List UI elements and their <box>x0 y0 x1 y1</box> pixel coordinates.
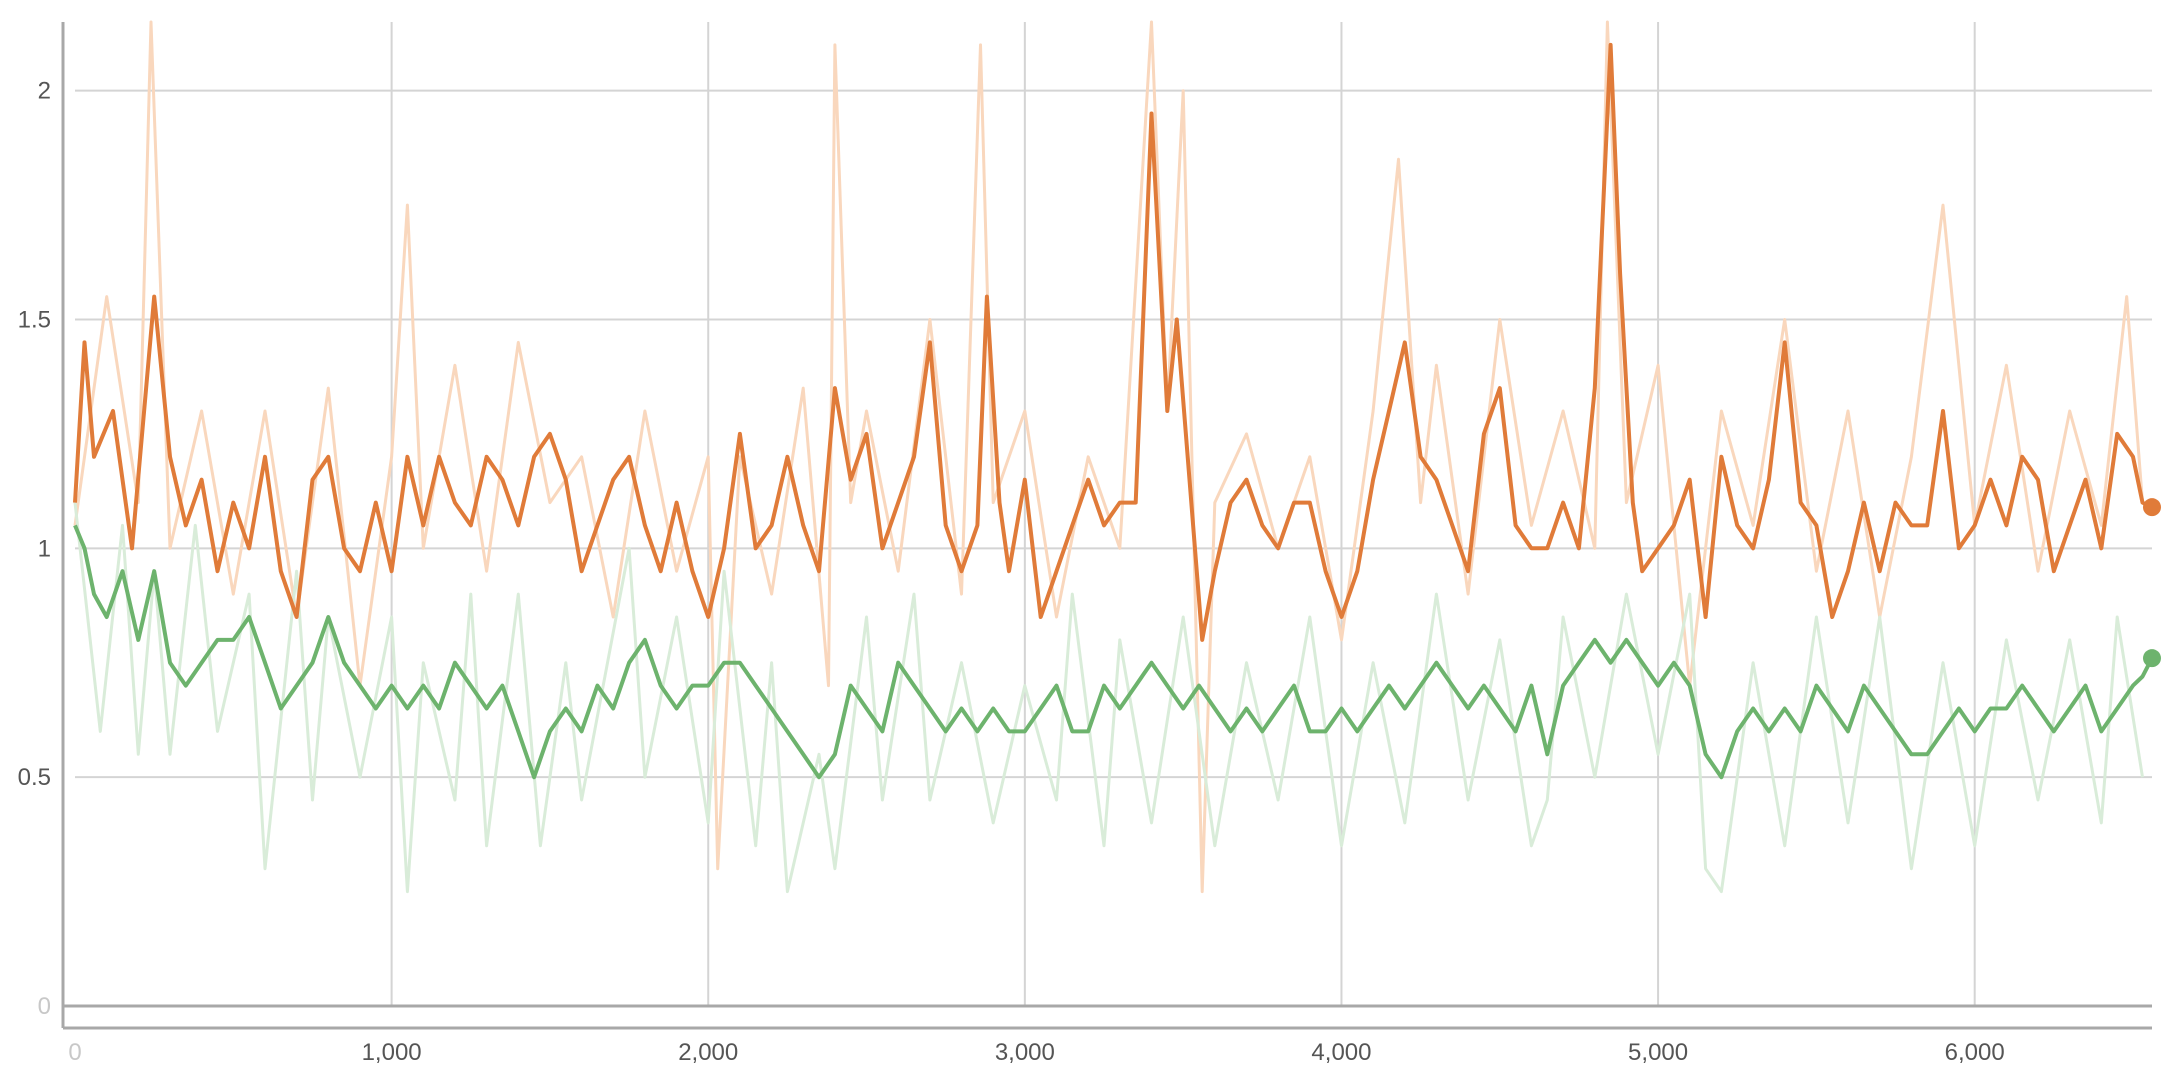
end-markers <box>2143 498 2161 668</box>
smoothed-series-line-2 <box>73 524 2154 780</box>
raw-series-line-2 <box>73 502 2144 894</box>
x-tick-label: 1,000 <box>362 1039 422 1066</box>
tick-labels: 0 0.5 1 1.5 2 0 1,000 2,000 3,000 4,000 5,000 6,000 <box>18 78 2005 1066</box>
x-tick-label: 4,000 <box>1311 1039 1371 1066</box>
x-tick-label: 2,000 <box>678 1039 738 1066</box>
y-tick-label: 0.5 <box>18 764 51 791</box>
smoothed-series-line-1 <box>73 42 2153 642</box>
smoothed-series-layer <box>73 42 2154 780</box>
series-end-dot-1 <box>2143 498 2161 517</box>
series-end-dot-2 <box>2143 649 2161 668</box>
x-tick-label: 6,000 <box>1945 1039 2005 1066</box>
y-tick-label: 0 <box>38 993 51 1020</box>
y-tick-label: 1.5 <box>18 306 51 333</box>
raw-series-line-1 <box>73 20 2144 894</box>
x-tick-label: 5,000 <box>1628 1039 1688 1066</box>
raw-series-layer <box>73 20 2144 894</box>
x-tick-label: 0 <box>68 1039 81 1066</box>
x-tick-label: 3,000 <box>995 1039 1055 1066</box>
axes <box>61 22 2152 1030</box>
y-tick-label: 2 <box>38 78 51 105</box>
y-tick-label: 1 <box>38 535 51 562</box>
